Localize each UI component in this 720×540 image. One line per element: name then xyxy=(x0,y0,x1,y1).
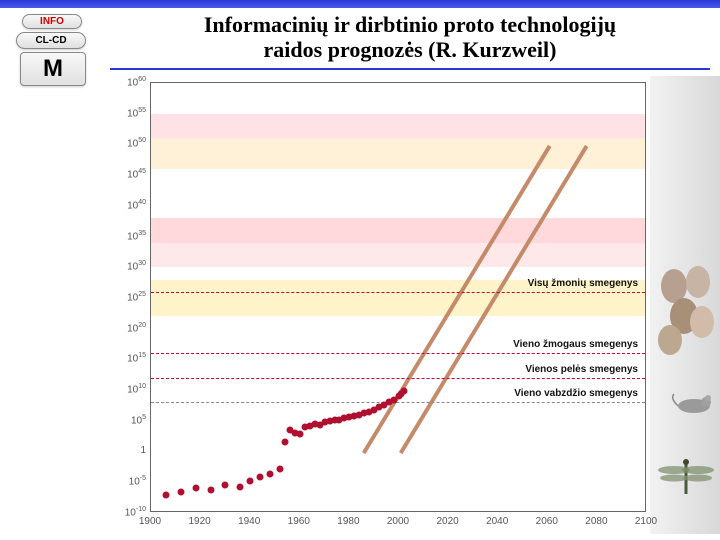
kurzweil-chart: Visų žmonių smegenys Vieno žmogaus smegen… xyxy=(110,76,706,534)
x-tick-label: 1980 xyxy=(337,516,359,527)
page-title: Informacinių ir dirbtinio proto technolo… xyxy=(110,12,710,63)
reference-line xyxy=(151,292,645,293)
data-point xyxy=(276,465,283,472)
sidebar: INFO CL-CD M xyxy=(4,14,100,89)
y-tick-label: 1 xyxy=(110,445,146,456)
plot-area xyxy=(150,82,646,512)
reference-line xyxy=(151,402,645,403)
data-point xyxy=(296,431,303,438)
data-point xyxy=(400,388,407,395)
chart-band xyxy=(151,243,645,268)
title-line-1: Informacinių ir dirbtinio proto technolo… xyxy=(110,12,710,37)
x-tick-label: 1900 xyxy=(139,516,161,527)
data-point xyxy=(247,478,254,485)
badge-m: M xyxy=(20,52,86,86)
data-point xyxy=(281,439,288,446)
data-point xyxy=(192,485,199,492)
reference-label: Vieno žmogaus smegenys xyxy=(513,339,638,350)
reference-label: Vieno vabzdžio smegenys xyxy=(514,388,638,399)
x-tick-label: 2100 xyxy=(635,516,657,527)
y-tick-label: 1035 xyxy=(110,230,146,242)
title-line-2: raidos prognozės (R. Kurzweil) xyxy=(110,37,710,62)
title-underline xyxy=(110,68,710,70)
x-tick-label: 1920 xyxy=(188,516,210,527)
y-tick-label: 1050 xyxy=(110,137,146,149)
data-point xyxy=(162,491,169,498)
reference-line xyxy=(151,353,645,354)
y-tick-label: 1060 xyxy=(110,76,146,88)
x-tick-label: 1960 xyxy=(288,516,310,527)
y-tick-label: 1055 xyxy=(110,107,146,119)
y-tick-label: 1045 xyxy=(110,168,146,180)
reference-label: Visų žmonių smegenys xyxy=(528,278,638,289)
badge-info: INFO xyxy=(22,14,82,29)
reference-line xyxy=(151,378,645,379)
y-tick-label: 105 xyxy=(110,414,146,426)
y-tick-label: 1020 xyxy=(110,322,146,334)
x-tick-label: 2060 xyxy=(536,516,558,527)
x-tick-label: 1940 xyxy=(238,516,260,527)
x-tick-label: 2020 xyxy=(436,516,458,527)
y-tick-label: 1025 xyxy=(110,291,146,303)
data-point xyxy=(237,484,244,491)
y-tick-label: 1015 xyxy=(110,352,146,364)
data-point xyxy=(267,470,274,477)
x-tick-label: 2000 xyxy=(387,516,409,527)
reference-label: Vienos pelės smegenys xyxy=(525,364,638,375)
x-tick-label: 2080 xyxy=(585,516,607,527)
y-tick-label: 1030 xyxy=(110,260,146,272)
badge-clcd: CL-CD xyxy=(16,32,86,49)
data-point xyxy=(177,488,184,495)
data-point xyxy=(222,482,229,489)
data-point xyxy=(257,474,264,481)
x-tick-label: 2040 xyxy=(486,516,508,527)
top-accent-bar xyxy=(0,0,720,8)
chart-band xyxy=(151,138,645,169)
y-tick-label: 1010 xyxy=(110,383,146,395)
chart-band xyxy=(151,114,645,139)
y-tick-label: 10-5 xyxy=(110,475,146,487)
chart-band xyxy=(151,218,645,243)
data-point xyxy=(207,486,214,493)
y-tick-label: 1040 xyxy=(110,199,146,211)
